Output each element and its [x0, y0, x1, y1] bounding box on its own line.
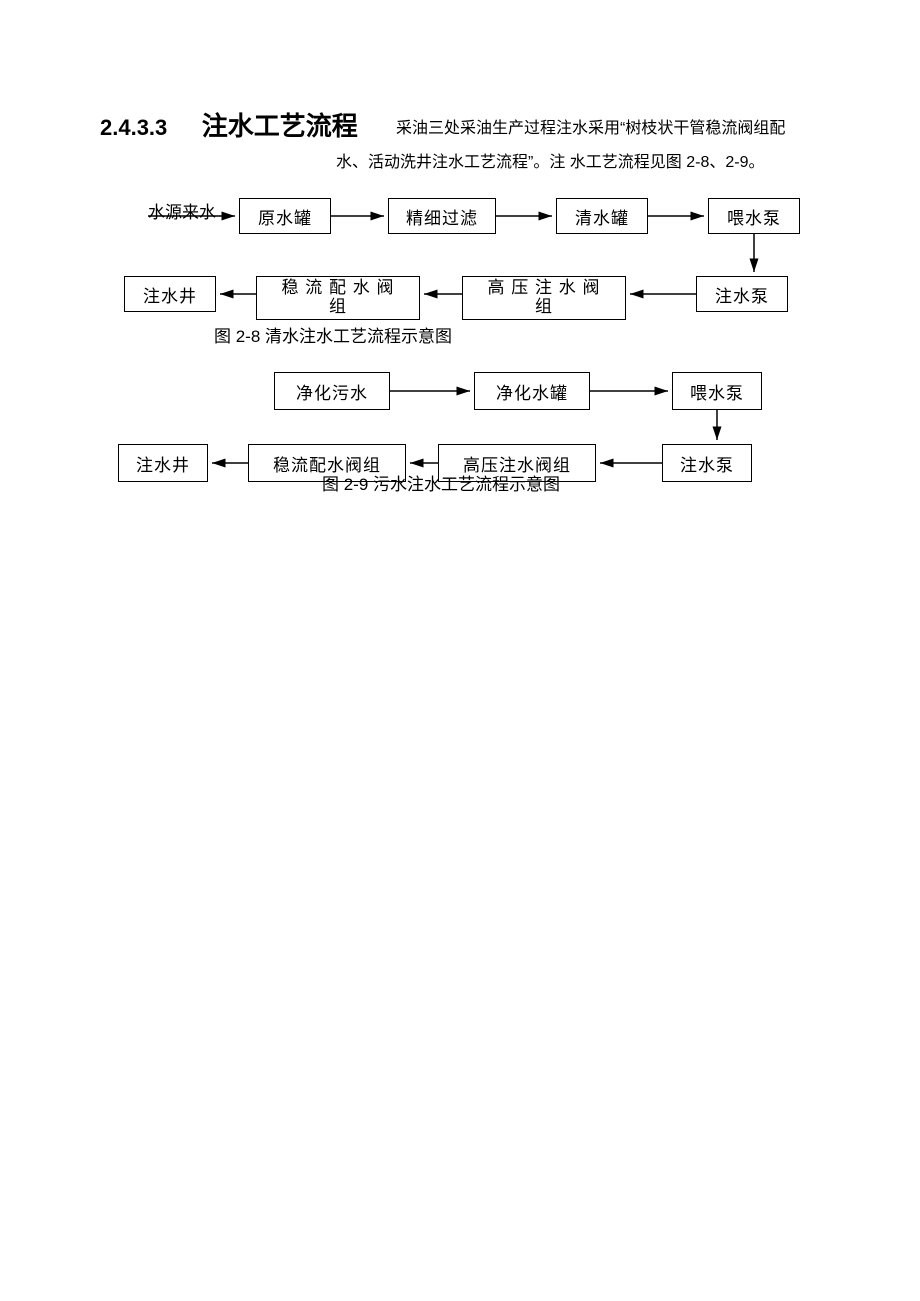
- node-fine-filter: 精细过滤: [388, 198, 496, 234]
- inlet-label: 水源来水: [148, 198, 216, 223]
- node-purified-sewage: 净化污水: [274, 372, 390, 410]
- node-injection-well: 注水井: [124, 276, 216, 312]
- node-label: 精细过滤: [406, 204, 478, 229]
- node-label-line2: 组: [329, 298, 347, 317]
- node-label-line1: 高 压 注 水 阀: [488, 279, 601, 298]
- node-label: 注水井: [143, 282, 197, 307]
- node-label: 注水泵: [715, 282, 769, 307]
- node-label: 净化水罐: [496, 379, 568, 404]
- node-injection-pump-2: 注水泵: [662, 444, 752, 482]
- node-injection-well-2: 注水井: [118, 444, 208, 482]
- figure-caption-2-9: 图 2-9 污水注水工艺流程示意图: [322, 470, 560, 495]
- node-feed-pump-2: 喂水泵: [672, 372, 762, 410]
- node-label-line1: 稳 流 配 水 阀: [282, 279, 395, 298]
- node-flow-stab-valve-group: 稳 流 配 水 阀 组: [256, 276, 420, 320]
- figure-caption-2-8: 图 2-8 清水注水工艺流程示意图: [214, 322, 452, 347]
- node-label: 清水罐: [575, 204, 629, 229]
- node-label-line2: 组: [535, 298, 553, 317]
- node-label: 注水井: [136, 451, 190, 476]
- node-raw-water-tank: 原水罐: [239, 198, 331, 234]
- node-label: 净化污水: [296, 379, 368, 404]
- node-clean-water-tank: 清水罐: [556, 198, 648, 234]
- node-purified-tank: 净化水罐: [474, 372, 590, 410]
- node-label: 注水泵: [680, 451, 734, 476]
- node-injection-pump: 注水泵: [696, 276, 788, 312]
- node-label: 原水罐: [258, 204, 312, 229]
- node-label: 喂水泵: [690, 379, 744, 404]
- node-hp-valve-group: 高 压 注 水 阀 组: [462, 276, 626, 320]
- node-feed-pump: 喂水泵: [708, 198, 800, 234]
- node-label: 喂水泵: [727, 204, 781, 229]
